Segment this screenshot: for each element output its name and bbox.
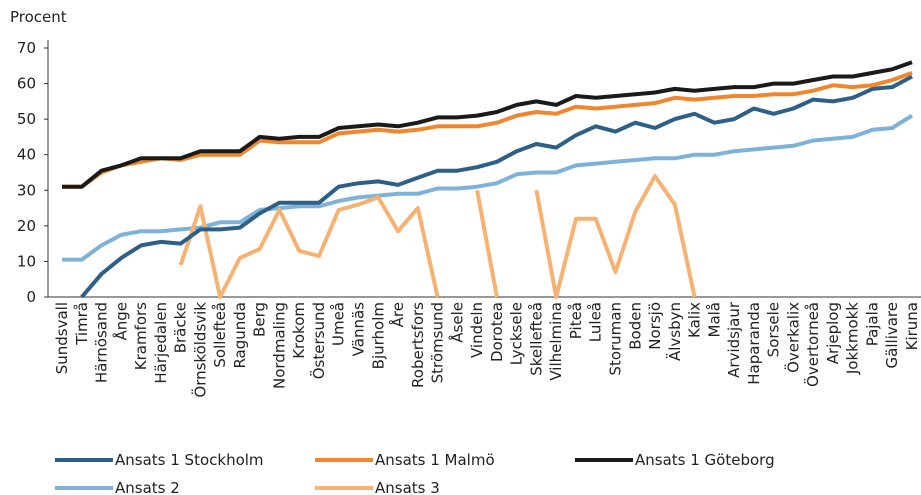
x-tick-label: Strömsund	[429, 302, 447, 383]
series-line	[178, 174, 697, 299]
y-tick-label: 0	[26, 288, 36, 306]
legend-label: Ansats 3	[375, 479, 440, 495]
x-tick-label: Storuman	[606, 302, 624, 376]
series-line	[62, 71, 913, 189]
x-tick-label: Vilhelmina	[547, 302, 565, 381]
y-tick-label: 50	[17, 110, 36, 128]
y-tick-label: 10	[17, 252, 36, 270]
x-tick-label: Sundsvall	[53, 302, 71, 374]
x-tick-label: Härnösand	[93, 302, 111, 383]
x-tick-label: Vännäs	[350, 302, 368, 356]
x-tick-label: Malå	[705, 302, 723, 338]
x-tick-label: Vindeln	[468, 302, 486, 358]
legend-label: Ansats 2	[115, 479, 180, 495]
x-tick-label: Berg	[251, 302, 269, 337]
x-tick-label: Umeå	[330, 302, 348, 346]
y-tick-label: 20	[17, 217, 36, 235]
x-tick-label: Kiruna	[903, 302, 921, 350]
x-tick-label: Ragunda	[231, 302, 249, 369]
x-tick-label: Krokom	[290, 302, 308, 359]
x-tick-label: Haparanda	[745, 302, 763, 385]
x-tick-label: Skellefteå	[527, 302, 545, 376]
x-tick-label: Örnsköldsvik	[190, 302, 209, 398]
x-tick-label: Sollefteå	[211, 302, 229, 368]
series-line	[62, 60, 913, 189]
x-tick-label: Piteå	[567, 302, 585, 339]
x-tick-label: Ånge	[111, 302, 130, 341]
y-tick-label: 30	[17, 181, 36, 199]
x-tick-label: Nordmaling	[270, 302, 288, 389]
x-tick-label: Kalix	[686, 302, 704, 338]
x-tick-label: Sorsele	[765, 302, 783, 357]
x-tick-label: Norsjö	[646, 302, 664, 350]
x-tick-label: Boden	[626, 302, 644, 350]
y-tick-label: 70	[17, 39, 36, 57]
x-tick-label: Bjurholm	[369, 302, 387, 369]
x-tick-label: Arjeplog	[824, 302, 842, 364]
y-axis-label: Procent	[10, 8, 67, 26]
x-tick-label: Åre	[388, 302, 407, 327]
x-tick-label: Robertsfors	[409, 302, 427, 388]
x-tick-label: Bräcke	[172, 302, 190, 353]
series-line	[80, 74, 913, 299]
legend-label: Ansats 1 Göteborg	[635, 451, 775, 469]
y-tick-label: 40	[17, 146, 36, 164]
x-tick-label: Pajala	[863, 302, 881, 346]
x-tick-label: Arvidsjaur	[725, 301, 743, 378]
x-tick-label: Luleå	[587, 302, 605, 342]
x-tick-label: Övertorneå	[803, 302, 822, 387]
x-tick-label: Dorotea	[488, 302, 506, 362]
y-tick-label: 60	[17, 75, 36, 93]
x-tick-label: Älvsbyn	[665, 302, 684, 361]
x-tick-label: Gällivare	[883, 302, 901, 368]
legend-label: Ansats 1 Malmö	[375, 451, 495, 469]
x-tick-label: Överkalix	[783, 302, 802, 373]
x-tick-label: Härjedalen	[152, 302, 170, 384]
legend-label: Ansats 1 Stockholm	[115, 451, 264, 469]
x-tick-label: Lycksele	[508, 302, 526, 365]
x-tick-label: Åsele	[447, 302, 466, 343]
x-tick-label: Jokkmokk	[844, 302, 862, 375]
x-tick-label: Östersund	[309, 302, 328, 379]
x-tick-label: Timrå	[73, 302, 91, 346]
x-tick-label: Kramfors	[132, 302, 150, 370]
